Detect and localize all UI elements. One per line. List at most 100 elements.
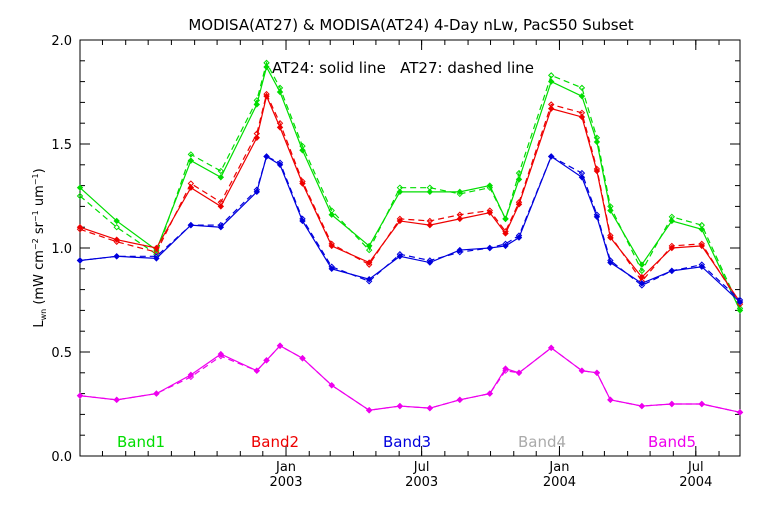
data-point-band5 [217,352,225,360]
data-point-band2 [486,207,493,214]
data-point-band5 [607,396,614,404]
data-point-band3 [253,186,261,193]
legend-band1: Band1 [117,433,165,451]
data-point-band3 [456,248,464,256]
data-point-band2 [456,211,464,218]
data-point-band2 [113,238,120,245]
data-point-band5 [328,382,335,389]
data-point-band1 [276,88,284,96]
data-point-band5 [578,367,586,374]
data-point-band1 [76,184,84,191]
data-point-band2 [515,199,523,206]
data-point-band5 [426,404,434,412]
data-point-band1 [328,211,335,218]
legend-band5: Band5 [648,433,696,451]
data-point-band1 [187,151,195,158]
data-point-band5 [548,344,555,352]
data-point-band1 [113,217,120,225]
data-point-band2 [593,165,601,173]
data-point-band1 [593,138,601,146]
data-point-band2 [217,203,225,210]
x-tick-label: Jul [413,460,430,475]
data-point-band2 [698,240,706,248]
y-tick-label: 0.0 [51,450,72,465]
data-point-band2 [365,261,373,268]
data-point-band3 [607,257,614,264]
data-point-band2 [328,240,335,248]
data-point-band1 [299,142,306,150]
x-tick-year: 2004 [679,475,712,490]
line-style-annotation: AT24: solid line AT27: dashed line [272,59,534,77]
y-tick-label: 1.0 [51,242,72,257]
data-point-band5 [668,400,676,408]
data-point-band3 [638,282,646,289]
data-point-band3 [328,263,335,270]
series-layer [76,59,744,416]
data-point-band3 [736,296,744,304]
series-line-band2-solid [79,94,741,303]
legend: Band1 Band2 Band3 Band4 Band5 [117,433,696,451]
data-point-band2 [299,178,306,185]
legend-band3: Band3 [383,433,431,451]
data-point-band5 [593,369,601,377]
data-point-band5 [299,355,306,362]
data-point-band2 [253,134,261,141]
plot-frame [79,39,741,457]
data-point-band3 [276,159,284,166]
data-point-band3 [548,153,555,160]
y-tick-label: 2.0 [51,34,72,49]
data-point-band1 [578,92,586,100]
y-axis-label: Lwn (mW cm−2 sr−1 um−1) [31,168,48,327]
data-point-band1 [638,261,646,268]
data-point-band1 [736,305,744,312]
data-point-band1 [502,215,509,223]
data-point-band1 [426,188,434,196]
data-point-band1 [187,157,195,164]
x-tick-label: Jan [275,460,296,475]
y-tick-label: 0.5 [51,346,72,361]
data-point-band3 [217,221,225,229]
data-point-band1 [396,184,404,191]
data-point-band2 [548,101,555,108]
data-point-band5 [456,396,464,404]
series-line-band5-solid [79,345,741,413]
series-line-band1-dashed [79,61,741,309]
data-point-band5 [486,390,493,397]
data-point-band1 [113,223,120,231]
data-point-band5 [153,390,160,397]
data-point-band1 [607,203,614,210]
data-point-band3 [263,153,270,160]
data-point-band5 [113,396,120,404]
data-point-band5 [502,367,509,374]
data-point-band5 [276,342,284,349]
data-point-band2 [187,180,195,187]
data-point-band5 [76,392,84,399]
data-point-band1 [548,72,555,79]
data-point-band2 [276,119,284,127]
data-point-band1 [396,188,404,196]
data-point-band1 [668,213,676,221]
data-point-band1 [299,147,306,154]
data-point-band1 [578,84,586,92]
chart-title: MODISA(AT27) & MODISA(AT24) 4-Day nLw, P… [188,16,633,34]
data-point-band3 [113,253,120,260]
data-point-band2 [668,242,676,250]
data-point-band5 [263,357,270,364]
data-point-band5 [187,373,195,381]
data-point-band3 [396,251,404,258]
data-point-band2 [456,215,464,223]
data-point-band1 [698,221,706,229]
data-point-band5 [396,402,404,410]
data-point-band1 [365,246,373,254]
data-point-band1 [593,134,601,141]
y-axis: 0.0 0.5 1.0 1.5 2.0 [51,34,740,465]
data-point-band3 [668,267,676,275]
data-point-band2 [426,217,434,225]
data-point-band3 [698,261,706,268]
series-line-band5-dashed [79,345,741,413]
x-tick-year: 2004 [543,475,576,490]
data-point-band2 [426,221,434,229]
data-point-band5 [736,409,744,416]
